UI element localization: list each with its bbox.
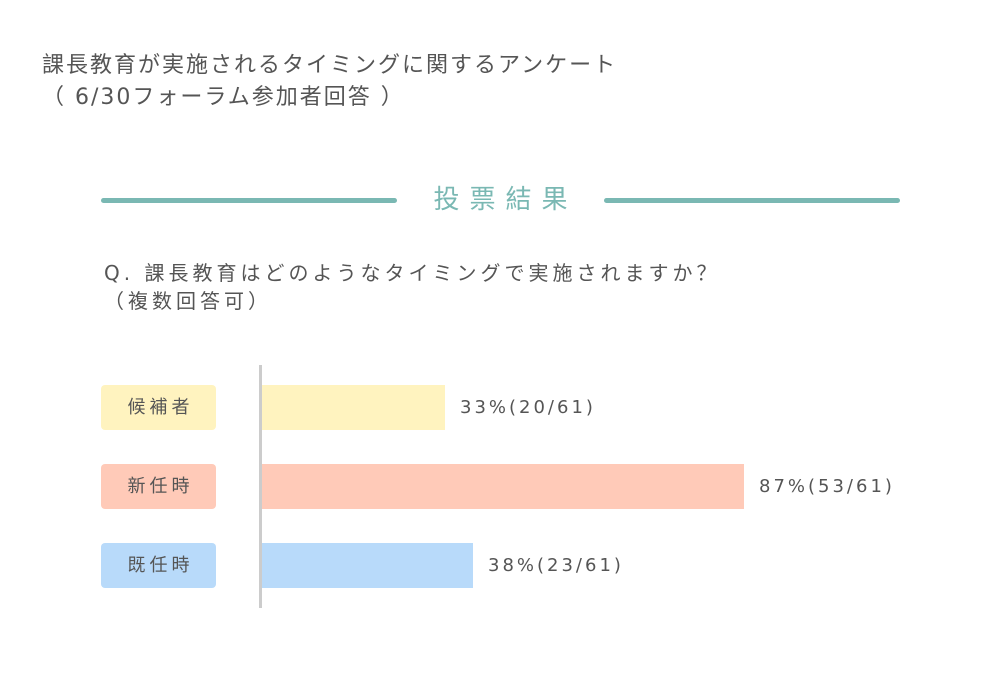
header-rule-left [101,198,397,203]
value-label-candidate: 33%(20/61) [460,397,596,418]
question-line-1: Q. 課長教育はどのようなタイミングで実施されますか？ [104,261,721,285]
value-label-existing: 38%(23/61) [488,555,624,576]
category-label-candidate: 候補者 [101,385,216,430]
category-label-existing: 既任時 [101,543,216,588]
title-line-1: 課長教育が実施されるタイミングに関するアンケート [42,53,618,78]
section-header: 投票結果 [101,182,900,220]
title-line-2: （ 6/30フォーラム参加者回答 ） [42,85,405,110]
question-text: Q. 課長教育はどのようなタイミングで実施されますか？ （複数回答可） [104,259,720,315]
page-title: 課長教育が実施されるタイミングに関するアンケート （ 6/30フォーラム参加者回… [42,50,617,114]
value-label-new-appointment: 87%(53/61) [759,476,895,497]
question-line-2: （複数回答可） [104,289,272,313]
category-label-new-appointment: 新任時 [101,464,216,509]
bar-new-appointment [262,464,744,509]
bar-existing [262,543,473,588]
chart-axis-line [259,365,262,608]
header-rule-right [604,198,900,203]
bar-candidate [262,385,445,430]
section-header-label: 投票結果 [433,185,578,215]
